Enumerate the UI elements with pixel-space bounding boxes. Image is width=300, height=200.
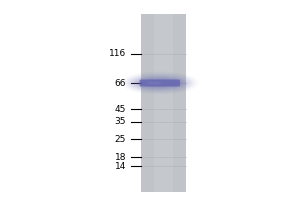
FancyBboxPatch shape — [140, 79, 180, 87]
Bar — [154, 14, 172, 192]
Text: 35: 35 — [115, 117, 126, 127]
Text: 116: 116 — [109, 49, 126, 58]
Text: 25: 25 — [115, 134, 126, 144]
Bar — [141, 14, 186, 192]
Ellipse shape — [147, 82, 162, 84]
Ellipse shape — [136, 78, 183, 88]
Ellipse shape — [134, 77, 185, 89]
Text: 66: 66 — [115, 78, 126, 88]
Ellipse shape — [128, 74, 192, 92]
Ellipse shape — [132, 76, 188, 90]
Ellipse shape — [130, 75, 190, 91]
Text: 45: 45 — [115, 104, 126, 114]
Ellipse shape — [141, 79, 178, 87]
Text: 18: 18 — [115, 152, 126, 162]
Ellipse shape — [139, 78, 181, 88]
Text: 14: 14 — [115, 162, 126, 171]
